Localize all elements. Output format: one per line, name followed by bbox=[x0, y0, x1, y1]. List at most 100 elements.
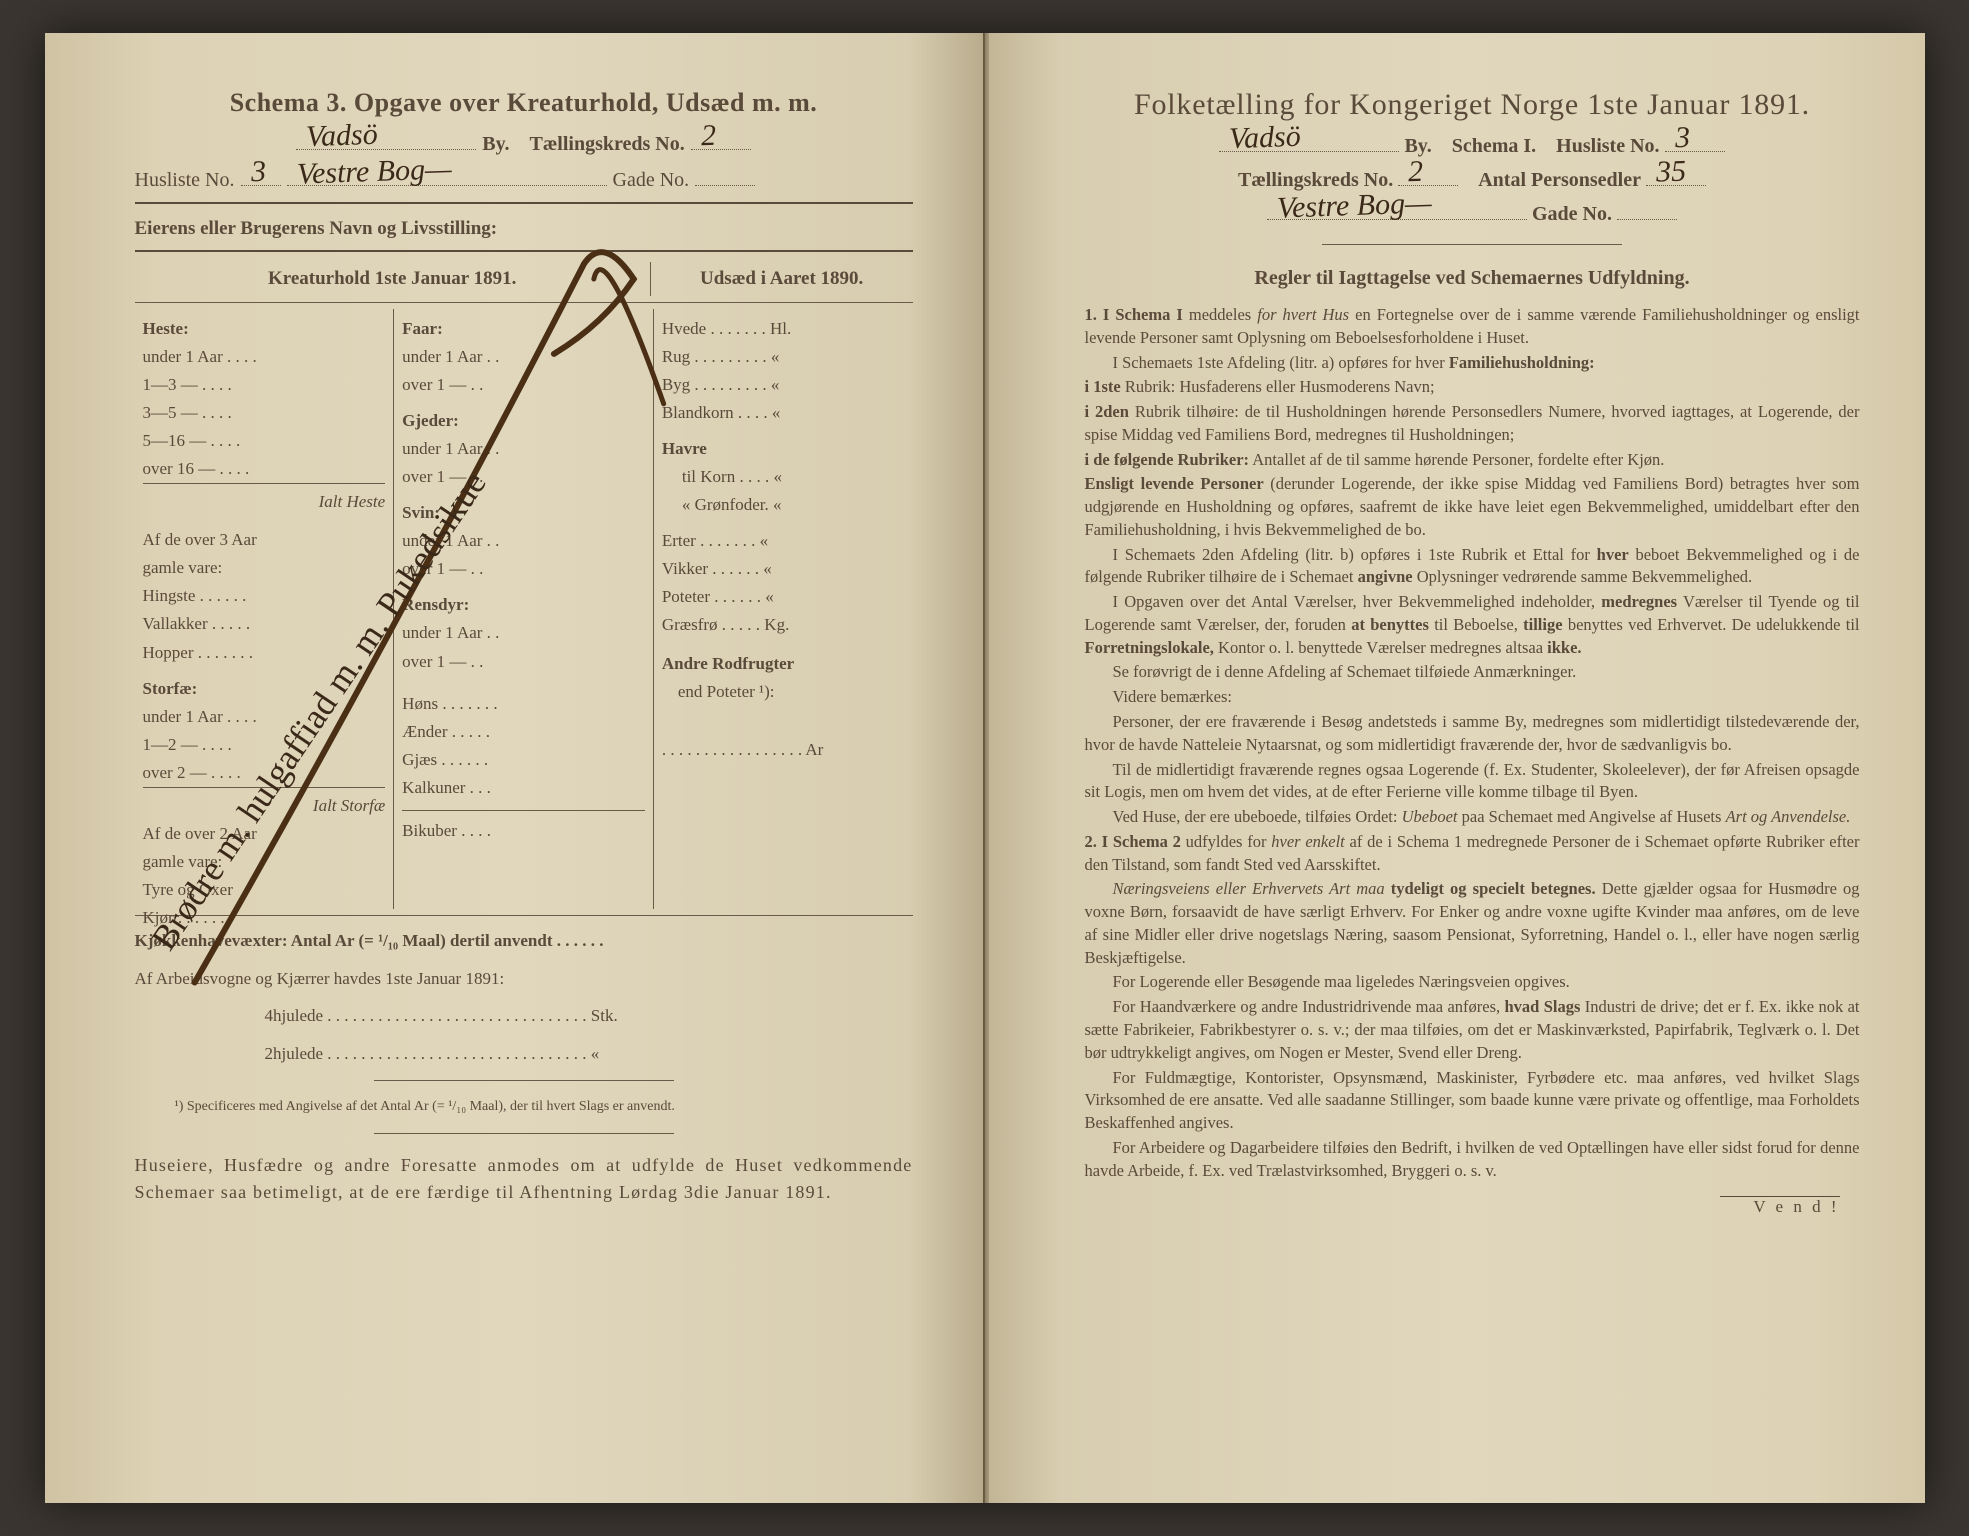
vend: V e n d ! bbox=[1085, 1192, 1860, 1217]
final-para: Huseiere, Husfædre og andre Foresatte an… bbox=[135, 1152, 913, 1206]
city-field: Vadsö bbox=[1219, 130, 1399, 152]
right-line2: Tællingskreds No. 2 Antal Personsedler 3… bbox=[1085, 164, 1860, 192]
rule-p: i 2den Rubrik tilhøire: de til Husholdni… bbox=[1085, 401, 1860, 447]
divider bbox=[135, 202, 913, 204]
left-line1: Vadsö By. Tællingskreds No. 2 bbox=[135, 128, 913, 156]
rule-p: i 1ste Rubrik: Husfaderens eller Husmode… bbox=[1085, 376, 1860, 399]
schema: Schema I. bbox=[1452, 135, 1536, 157]
row: Rug . . . . . . . . . « bbox=[662, 343, 905, 371]
rule-p: Næringsveiens eller Erhvervets Art maa t… bbox=[1085, 878, 1860, 969]
col-heste: Heste: under 1 Aar . . . . 1—3 — . . . .… bbox=[135, 309, 395, 909]
antal-field: 35 bbox=[1646, 164, 1706, 186]
street-hand: Vestre Bog— bbox=[1276, 186, 1432, 225]
schema3-title: Schema 3. Opgave over Kreaturhold, Udsæd… bbox=[135, 88, 913, 118]
right-page: Folketælling for Kongeriget Norge 1ste J… bbox=[985, 33, 1925, 1503]
rule-2: 2. I Schema 2 udfyldes for hver enkelt a… bbox=[1085, 831, 1860, 877]
row: under 1 Aar . . bbox=[402, 343, 645, 371]
rule-p: Ved Huse, der ere ubeboede, tilføies Ord… bbox=[1085, 806, 1860, 829]
row: Erter . . . . . . . « bbox=[662, 527, 905, 555]
row: over 1 — . . bbox=[402, 555, 645, 583]
row: Vikker . . . . . . « bbox=[662, 555, 905, 583]
svin-head: Svin: bbox=[402, 499, 645, 527]
street-field: Vestre Bog— bbox=[287, 164, 607, 186]
row: Poteter . . . . . . « bbox=[662, 583, 905, 611]
city-field: Vadsö bbox=[296, 128, 476, 150]
rule-p: i de følgende Rubriker: Antallet af de t… bbox=[1085, 449, 1860, 472]
row: 1—3 — . . . . bbox=[143, 371, 386, 399]
rensdyr-head: Rensdyr: bbox=[402, 591, 645, 619]
owner-label: Eierens eller Brugerens Navn og Livsstil… bbox=[135, 218, 913, 240]
row: til Korn . . . . « bbox=[662, 463, 905, 491]
row: Vallakker . . . . . bbox=[143, 610, 386, 638]
row: Ænder . . . . . bbox=[402, 718, 645, 746]
open-book: Schema 3. Opgave over Kreaturhold, Udsæd… bbox=[45, 33, 1925, 1503]
divider bbox=[374, 1080, 674, 1081]
rule-p: For Haandværkere og andre Industridriven… bbox=[1085, 996, 1860, 1064]
left-page: Schema 3. Opgave over Kreaturhold, Udsæd… bbox=[45, 33, 985, 1503]
gjeder-head: Gjeder: bbox=[402, 407, 645, 435]
row: Hopper . . . . . . . bbox=[143, 639, 386, 667]
street-field: Vestre Bog— bbox=[1267, 198, 1527, 220]
kreds-field: 2 bbox=[1398, 164, 1458, 186]
header-left: Kreaturhold 1ste Januar 1891. bbox=[135, 262, 651, 296]
rule-p: For Fuldmægtige, Kontorister, Opsynsmænd… bbox=[1085, 1067, 1860, 1135]
kreatur-table: Heste: under 1 Aar . . . . 1—3 — . . . .… bbox=[135, 309, 913, 909]
gamle-vare2: gamle vare: bbox=[143, 848, 386, 876]
col-udsaed: Hvede . . . . . . . Hl. Rug . . . . . . … bbox=[654, 309, 913, 909]
heste-head: Heste: bbox=[143, 315, 386, 343]
gade-label: Gade No. bbox=[613, 169, 690, 192]
husliste-field: 3 bbox=[1665, 130, 1725, 152]
city-hand: Vadsö bbox=[1229, 120, 1302, 156]
rule-p: I Schemaets 1ste Afdeling (litr. a) opfø… bbox=[1085, 352, 1860, 375]
kreds-hand: 2 bbox=[700, 119, 716, 154]
row: under 1 Aar . . bbox=[402, 527, 645, 555]
rules-body: 1. I Schema I meddeles for hvert Hus en … bbox=[1085, 304, 1860, 1182]
andre-head: Andre Rodfrugter bbox=[662, 650, 905, 678]
row: Kalkuner . . . bbox=[402, 774, 645, 802]
husliste-hand: 3 bbox=[1674, 121, 1690, 156]
gade-field bbox=[1617, 198, 1677, 220]
gamle-vare: gamle vare: bbox=[143, 554, 386, 582]
row: « Grønfoder. « bbox=[662, 491, 905, 519]
kreds-field: 2 bbox=[691, 128, 751, 150]
rule-p: Til de midlertidigt fraværende regnes og… bbox=[1085, 759, 1860, 805]
footnote: ¹) Specificeres med Angivelse af det Ant… bbox=[175, 1097, 873, 1117]
row: under 1 Aar . . . . bbox=[143, 703, 386, 731]
rule-1: 1. I Schema I meddeles for hvert Hus en … bbox=[1085, 304, 1860, 350]
row: under 1 Aar . . . . bbox=[143, 343, 386, 371]
divider bbox=[1322, 244, 1622, 245]
census-title: Folketælling for Kongeriget Norge 1ste J… bbox=[1085, 88, 1860, 122]
row: 5—16 — . . . . bbox=[143, 427, 386, 455]
rule-p: Videre bemærkes: bbox=[1085, 686, 1860, 709]
header-right: Udsæd i Aaret 1890. bbox=[651, 262, 913, 296]
husliste-field: 3 bbox=[241, 164, 281, 186]
row: Høns . . . . . . . bbox=[402, 690, 645, 718]
kreds-label: Tællingskreds No. bbox=[530, 133, 685, 156]
husliste: Husliste No. bbox=[1556, 135, 1659, 157]
row: 3—5 — . . . . bbox=[143, 399, 386, 427]
hjul4: 4hjulede . . . . . . . . . . . . . . . .… bbox=[135, 1003, 913, 1029]
regler-title: Regler til Iagttagelse ved Schemaernes U… bbox=[1085, 267, 1860, 290]
row: over 1 — . . bbox=[402, 463, 645, 491]
by-label: By. bbox=[482, 133, 509, 156]
rule-p: I Schemaets 2den Afdeling (litr. b) opfø… bbox=[1085, 544, 1860, 590]
street-hand: Vestre Bog— bbox=[296, 152, 452, 191]
col-faar: Faar: under 1 Aar . . over 1 — . . Gjede… bbox=[394, 309, 654, 909]
row: over 1 — . . bbox=[402, 648, 645, 676]
row: Hingste . . . . . . bbox=[143, 582, 386, 610]
kreds-hand: 2 bbox=[1408, 155, 1424, 190]
antal-hand: 35 bbox=[1655, 154, 1686, 189]
row: over 16 — . . . . bbox=[143, 455, 386, 483]
husliste-hand: 3 bbox=[250, 155, 266, 190]
right-line3: Vestre Bog— Gade No. bbox=[1085, 198, 1860, 226]
row: over 1 — . . bbox=[402, 371, 645, 399]
storfae-head: Storfæ: bbox=[143, 675, 386, 703]
right-line1: Vadsö By. Schema I. Husliste No. 3 bbox=[1085, 130, 1860, 158]
city-hand: Vadsö bbox=[306, 118, 379, 154]
left-line2: Husliste No. 3 Vestre Bog— Gade No. bbox=[135, 164, 913, 192]
divider bbox=[135, 250, 913, 252]
divider bbox=[374, 1133, 674, 1134]
faar-head: Faar: bbox=[402, 315, 645, 343]
row: Bikuber . . . . bbox=[402, 810, 645, 845]
gade: Gade No. bbox=[1532, 203, 1612, 225]
